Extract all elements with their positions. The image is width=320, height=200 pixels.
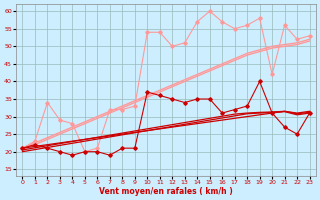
X-axis label: Vent moyen/en rafales ( km/h ): Vent moyen/en rafales ( km/h ) [99, 187, 233, 196]
